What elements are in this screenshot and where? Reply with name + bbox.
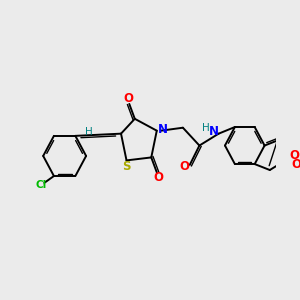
Text: O: O [292,158,300,171]
Text: Cl: Cl [36,180,47,190]
Text: H: H [202,123,210,133]
Text: N: N [158,123,168,136]
Text: O: O [180,160,190,173]
Text: S: S [122,160,131,173]
Text: N: N [209,125,219,138]
Text: O: O [153,171,163,184]
Text: O: O [123,92,133,105]
Text: H: H [85,127,92,137]
Text: O: O [289,149,299,162]
